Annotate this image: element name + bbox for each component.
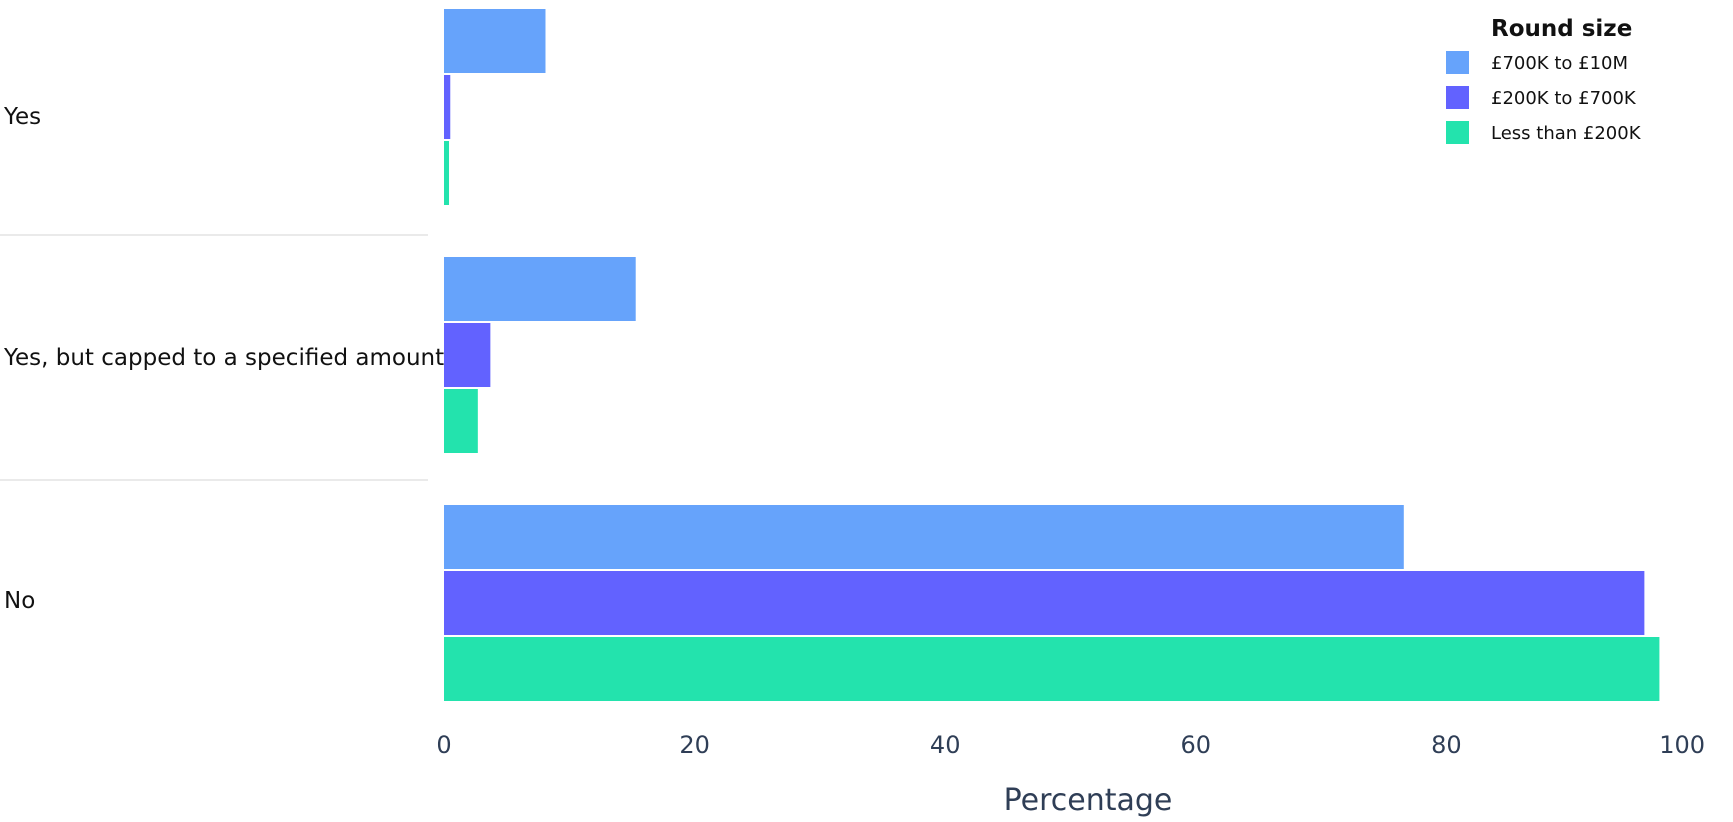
bar — [444, 257, 636, 321]
legend-swatch — [1446, 51, 1469, 74]
legend-swatch — [1446, 86, 1469, 109]
category-separators — [0, 234, 428, 481]
x-tick-label: 80 — [1431, 731, 1462, 759]
x-tick-label: 100 — [1659, 731, 1705, 759]
x-tick-label: 20 — [679, 731, 710, 759]
x-tick-label: 40 — [930, 731, 961, 759]
legend: Round size £700K to £10M £200K to £700K Le… — [1446, 16, 1642, 144]
legend-items: £700K to £10M £200K to £700K Less than £20… — [1446, 51, 1642, 144]
legend-label: £200K to £700K — [1491, 88, 1637, 109]
legend-label: Less than £200K — [1491, 123, 1642, 144]
x-axis-ticks: 0 20 40 60 80 100 — [436, 731, 1705, 759]
legend-title: Round size — [1491, 16, 1632, 42]
bar — [444, 505, 1404, 569]
bar — [444, 141, 450, 205]
bars-layer — [444, 9, 1660, 701]
category-label: Yes — [3, 104, 41, 130]
legend-label: £700K to £10M — [1491, 53, 1628, 74]
category-labels: Yes Yes, but capped to a specified amount… — [3, 104, 444, 614]
category-label: Yes, but capped to a specified amount — [3, 345, 444, 371]
category-label: No — [4, 588, 35, 614]
legend-swatch — [1446, 121, 1469, 144]
bar — [444, 9, 546, 73]
bar — [444, 389, 478, 453]
x-tick-label: 60 — [1181, 731, 1212, 759]
x-axis-title: Percentage — [1004, 783, 1173, 818]
bar — [444, 75, 451, 139]
bar — [444, 323, 491, 387]
bar — [444, 637, 1660, 701]
bar — [444, 571, 1645, 635]
x-tick-label: 0 — [436, 731, 451, 759]
